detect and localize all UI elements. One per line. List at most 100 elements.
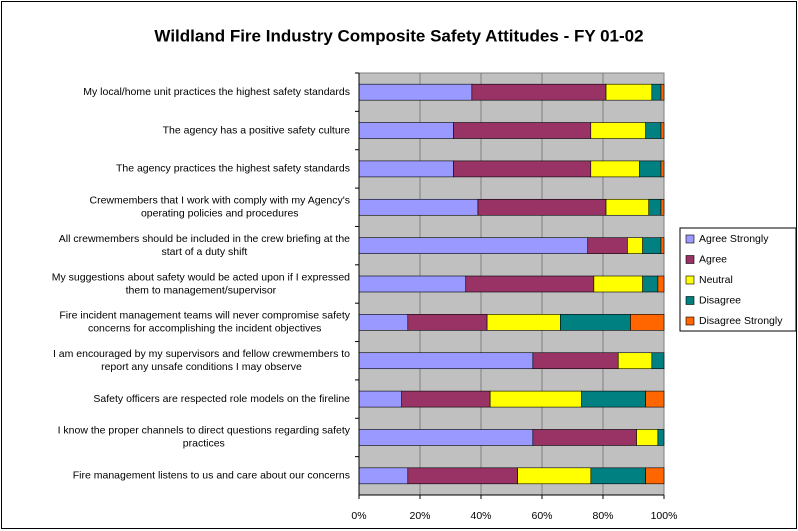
bar-segment bbox=[605, 83, 653, 101]
x-tick-label: 0% bbox=[351, 510, 366, 522]
bar-segment bbox=[627, 237, 643, 254]
bar-segment bbox=[617, 352, 653, 370]
bar-segment bbox=[358, 198, 479, 216]
bar-segment bbox=[642, 275, 659, 293]
legend-box bbox=[679, 227, 797, 332]
bar-segment bbox=[660, 198, 665, 216]
bar-segment bbox=[471, 83, 607, 101]
bar-segment bbox=[465, 275, 595, 293]
bar-segment bbox=[581, 390, 647, 408]
category-label: My local/home unit practices the highest… bbox=[83, 86, 350, 98]
category-label: I know the proper channels to direct que… bbox=[58, 425, 351, 450]
bar-segment bbox=[358, 429, 534, 446]
y-tick-label: My local/home unit practices the highest… bbox=[83, 86, 350, 98]
legend-swatch bbox=[685, 255, 695, 264]
legend-label: Agree Strongly bbox=[699, 233, 769, 245]
bar-segment bbox=[587, 237, 628, 254]
bar-segment bbox=[636, 429, 659, 446]
legend-label: Disagree bbox=[699, 294, 741, 306]
y-tick-label: practices bbox=[183, 438, 225, 450]
y-tick-label: The agency has a positive safety culture bbox=[163, 124, 351, 136]
bar-segment bbox=[559, 314, 631, 331]
y-tick-label: I know the proper channels to direct que… bbox=[58, 425, 351, 437]
legend-swatch bbox=[685, 316, 695, 326]
bar-segment bbox=[358, 314, 409, 331]
x-tick-label: 80% bbox=[592, 510, 613, 522]
category-label: The agency practices the highest safety … bbox=[116, 163, 350, 175]
bar-segment bbox=[593, 275, 643, 293]
bar-segment bbox=[532, 352, 619, 370]
bar-segment bbox=[453, 160, 592, 178]
x-tick-label: 100% bbox=[651, 510, 678, 522]
bar-segment bbox=[660, 237, 665, 254]
bar-segment bbox=[358, 122, 454, 139]
bar-segment bbox=[660, 83, 665, 101]
y-tick-label: My suggestions about safety would be act… bbox=[52, 271, 350, 283]
category-label: Fire management listens to us and care a… bbox=[73, 470, 350, 482]
y-tick-label: Safety officers are respected role model… bbox=[93, 393, 350, 405]
bar-segment bbox=[642, 237, 662, 254]
chart-title: Wildland Fire Industry Composite Safety … bbox=[154, 26, 643, 45]
bar-segment bbox=[630, 314, 665, 331]
bar-segment bbox=[657, 429, 665, 446]
bar-segment bbox=[651, 83, 662, 101]
bar-segment bbox=[358, 83, 473, 101]
bar-segment bbox=[486, 314, 561, 331]
bar-segment bbox=[645, 122, 662, 139]
y-tick-label: concerns for accomplishing the incident … bbox=[88, 323, 321, 335]
bar-segment bbox=[651, 352, 665, 370]
bar-segment bbox=[453, 122, 592, 139]
bar-segment bbox=[657, 275, 665, 293]
category-label: The agency has a positive safety culture bbox=[163, 124, 351, 136]
category-label: All crewmembers should be included in th… bbox=[59, 233, 350, 258]
category-label: Safety officers are respected role model… bbox=[93, 393, 350, 405]
y-tick-label: operating policies and procedures bbox=[141, 208, 299, 220]
y-tick-label: Crewmembers that I work with comply with… bbox=[90, 195, 351, 207]
bar-segment bbox=[639, 160, 662, 178]
category-label: Fire incident management teams will neve… bbox=[59, 310, 350, 335]
x-tick-label: 20% bbox=[409, 510, 430, 522]
bar-segment bbox=[358, 160, 454, 178]
x-tick-label: 40% bbox=[470, 510, 491, 522]
bar-segment bbox=[358, 237, 589, 254]
y-tick-label: I am encouraged by my supervisors and fe… bbox=[53, 348, 350, 360]
bar-segment bbox=[489, 390, 582, 408]
y-tick-label: Fire management listens to us and care a… bbox=[73, 470, 350, 482]
legend-swatch bbox=[685, 275, 695, 285]
bar-segment bbox=[590, 467, 646, 485]
bar-segment bbox=[358, 467, 409, 485]
bar-segment bbox=[645, 390, 665, 408]
bar-segment bbox=[407, 314, 488, 331]
bar-segment bbox=[660, 160, 665, 178]
bar-segment bbox=[358, 352, 534, 370]
bar-segment bbox=[407, 467, 518, 485]
category-label: My suggestions about safety would be act… bbox=[52, 271, 350, 296]
bar-segment bbox=[605, 198, 650, 216]
bar-segment bbox=[645, 467, 665, 485]
bar-segment bbox=[590, 122, 646, 139]
category-label: I am encouraged by my supervisors and fe… bbox=[53, 348, 350, 373]
y-tick-label: them to management/supervisor bbox=[126, 284, 277, 296]
y-tick-label: Fire incident management teams will neve… bbox=[59, 310, 350, 322]
bar-segment bbox=[358, 275, 467, 293]
bar-segment bbox=[517, 467, 592, 485]
legend-label: Neutral bbox=[699, 274, 733, 286]
bar-segment bbox=[477, 198, 607, 216]
legend-swatch bbox=[685, 234, 695, 244]
y-tick-label: start of a duty shift bbox=[161, 246, 247, 258]
bar-segment bbox=[358, 390, 403, 408]
bar-segment bbox=[660, 122, 665, 139]
bar-segment bbox=[590, 160, 640, 178]
legend-label: Agree bbox=[699, 253, 727, 265]
bar-segment bbox=[401, 390, 491, 408]
x-tick-label: 60% bbox=[531, 510, 552, 522]
y-tick-label: report any unsafe conditions I may obser… bbox=[101, 361, 302, 373]
bar-segment bbox=[532, 429, 637, 446]
legend-swatch bbox=[685, 296, 695, 305]
legend-label: Disagree Strongly bbox=[699, 315, 783, 327]
bar-segment bbox=[648, 198, 662, 216]
y-tick-label: The agency practices the highest safety … bbox=[116, 163, 350, 175]
y-tick-label: All crewmembers should be included in th… bbox=[59, 233, 350, 245]
category-label: Crewmembers that I work with comply with… bbox=[90, 195, 351, 220]
